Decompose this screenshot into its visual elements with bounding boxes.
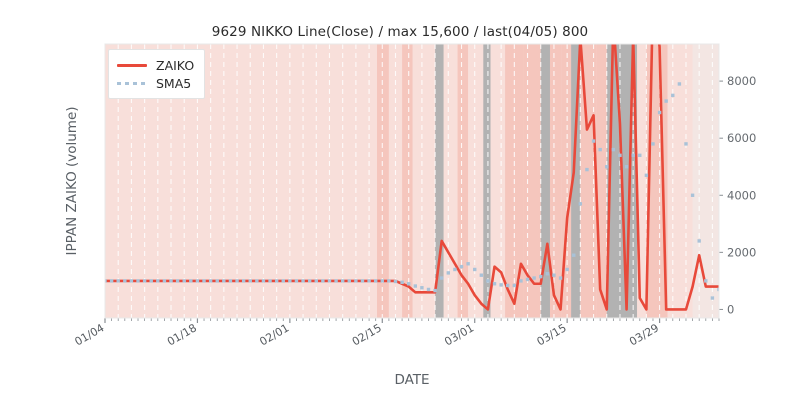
svg-text:02/15: 02/15 bbox=[350, 321, 384, 348]
svg-text:8000: 8000 bbox=[727, 74, 756, 88]
chart-title: 9629 NIKKO Line(Close) / max 15,600 / la… bbox=[211, 24, 589, 40]
svg-text:6000: 6000 bbox=[727, 131, 756, 145]
legend-item-sma5: SMA5 bbox=[117, 74, 194, 92]
legend-label-sma5: SMA5 bbox=[156, 75, 192, 91]
svg-text:01/04: 01/04 bbox=[73, 321, 107, 348]
svg-text:03/01: 03/01 bbox=[442, 321, 476, 348]
data-series-layer bbox=[105, 44, 719, 311]
svg-text:03/29: 03/29 bbox=[627, 321, 661, 348]
svg-text:2000: 2000 bbox=[727, 245, 756, 259]
svg-text:4000: 4000 bbox=[727, 188, 756, 202]
svg-text:01/18: 01/18 bbox=[165, 321, 199, 348]
legend-swatch-solid-icon bbox=[117, 59, 147, 71]
legend-swatch-dotted-icon bbox=[117, 77, 147, 89]
svg-text:0: 0 bbox=[727, 302, 734, 316]
svg-text:02/01: 02/01 bbox=[257, 321, 291, 348]
chart-legend: ZAIKO SMA5 bbox=[108, 49, 206, 99]
legend-label-zaiko: ZAIKO bbox=[156, 57, 195, 73]
background-bands bbox=[105, 44, 719, 318]
legend-item-zaiko: ZAIKO bbox=[117, 56, 194, 74]
x-axis-label: DATE bbox=[394, 372, 430, 388]
svg-text:03/15: 03/15 bbox=[535, 321, 569, 348]
